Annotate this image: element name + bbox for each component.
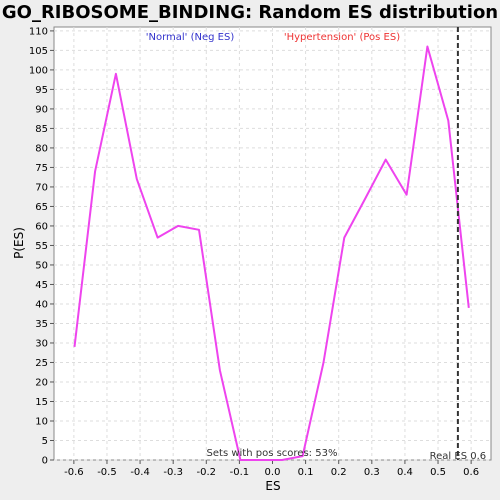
x-tick-label: -0.2 <box>197 467 217 478</box>
chart-title: GO_RIBOSOME_BINDING: Random ES distribut… <box>2 2 498 23</box>
x-tick-label: -0.1 <box>230 467 250 478</box>
x-tick-label: 0.2 <box>331 467 347 478</box>
real-es-layer: Real ES 0.6 <box>430 27 486 462</box>
x-tick-label: -0.5 <box>97 467 117 478</box>
y-tick-label: 15 <box>35 397 48 408</box>
y-tick-label: 65 <box>35 202 48 213</box>
y-tick-label: 20 <box>35 377 48 388</box>
y-tick-label: 55 <box>35 241 48 252</box>
x-tick-label: 0.1 <box>298 467 314 478</box>
real-es-label: Real ES 0.6 <box>430 451 486 462</box>
x-tick-label: 0.3 <box>364 467 380 478</box>
y-tick-label: 105 <box>29 46 48 57</box>
y-tick-label: 5 <box>42 436 48 447</box>
y-tick-label: 110 <box>29 26 48 37</box>
x-tick-label: -0.3 <box>163 467 183 478</box>
y-tick-label: 80 <box>35 143 48 154</box>
y-tick-label: 90 <box>35 104 48 115</box>
y-tick-label: 50 <box>35 260 48 271</box>
axes: 0 5 10 15 20 25 30 35 40 45 50 55 60 65 70 75 80 85 90 95 10… <box>29 26 479 478</box>
legend-pos-label: 'Hypertension' (Pos ES) <box>284 32 400 43</box>
y-tick-label: 0 <box>42 456 48 467</box>
pos-score-annotation: Sets with pos scores: 53% <box>207 448 338 459</box>
y-tick-label: 95 <box>35 85 48 96</box>
y-tick-label: 75 <box>35 163 48 174</box>
y-tick-label: 35 <box>35 319 48 330</box>
series-layer <box>73 45 470 461</box>
legend-neg-label: 'Normal' (Neg ES) <box>146 32 235 43</box>
x-tick-label: -0.6 <box>64 467 84 478</box>
es-distribution-line <box>73 45 470 461</box>
y-tick-label: 30 <box>35 338 48 349</box>
x-tick-label: 0.6 <box>463 467 479 478</box>
y-tick-label: 45 <box>35 280 48 291</box>
y-tick-label: 40 <box>35 299 48 310</box>
gridlines <box>54 27 491 461</box>
y-axis-label: P(ES) <box>12 227 26 259</box>
y-tick-label: 100 <box>29 65 48 76</box>
y-tick-label: 70 <box>35 182 48 193</box>
y-tick-label: 25 <box>35 358 48 369</box>
x-tick-label: -0.4 <box>130 467 150 478</box>
x-axis-label: ES <box>265 479 280 493</box>
x-tick-label: 0.5 <box>430 467 446 478</box>
y-tick-label: 60 <box>35 221 48 232</box>
x-tick-label: 0.4 <box>397 467 413 478</box>
x-tick-label: 0.0 <box>265 467 281 478</box>
y-tick-label: 85 <box>35 124 48 135</box>
y-tick-label: 10 <box>35 416 48 427</box>
